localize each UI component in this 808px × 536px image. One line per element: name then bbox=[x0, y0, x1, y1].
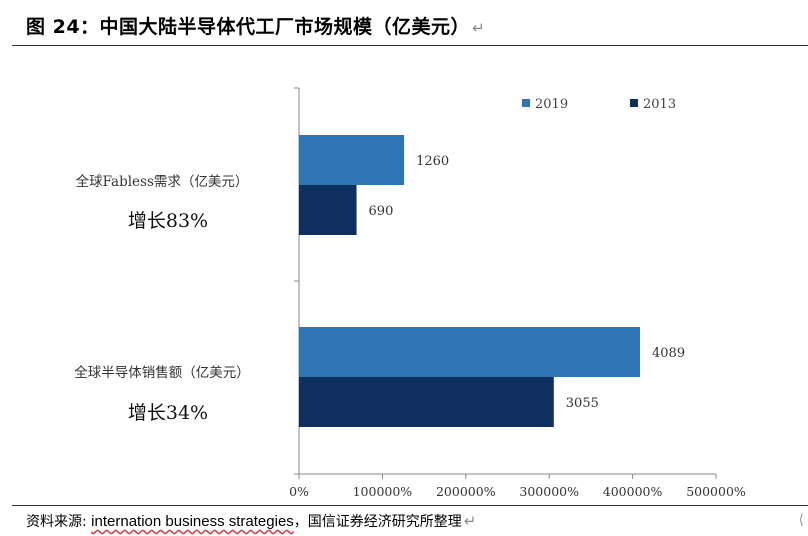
bar-2013 bbox=[299, 185, 357, 235]
data-label: 3055 bbox=[566, 396, 599, 411]
corner-glyph-icon: ⟨ bbox=[798, 512, 804, 528]
legend-label: 2013 bbox=[643, 97, 676, 112]
legend-label: 2019 bbox=[535, 97, 568, 112]
x-tick-label: 100000% bbox=[353, 484, 413, 499]
legend-swatch-2019 bbox=[522, 99, 530, 107]
bar-2019 bbox=[299, 327, 641, 377]
figure-title: 图 24：中国大陆半导体代工厂市场规模（亿美元） ↵ bbox=[26, 12, 485, 39]
source-suffix: ，国信证券经济研究所整理 bbox=[293, 514, 462, 530]
data-label: 690 bbox=[369, 204, 394, 219]
figure-title-text: 图 24：中国大陆半导体代工厂市场规模（亿美元） bbox=[26, 16, 471, 38]
bottom-divider bbox=[12, 505, 808, 506]
growth-label: 增长83% bbox=[128, 210, 208, 232]
source-note: 资料来源: internation business strategies，国信… bbox=[26, 511, 476, 531]
return-mark-icon: ↵ bbox=[472, 19, 486, 37]
x-tick-label: 400000% bbox=[603, 484, 663, 499]
x-tick-label: 0% bbox=[289, 484, 309, 499]
category-label: 全球半导体销售额（亿美元） bbox=[74, 364, 250, 381]
bar-2019 bbox=[299, 135, 405, 185]
data-label: 1260 bbox=[416, 154, 449, 169]
x-tick-label: 200000% bbox=[436, 484, 496, 499]
legend-swatch-2013 bbox=[630, 99, 638, 107]
x-tick-label: 300000% bbox=[519, 484, 579, 499]
data-label: 4089 bbox=[652, 346, 685, 361]
source-prefix: 资料来源: bbox=[26, 514, 92, 530]
bar-2013 bbox=[299, 377, 554, 427]
return-mark-icon: ↵ bbox=[463, 512, 477, 530]
source-english: internation business strategies bbox=[91, 513, 294, 530]
category-label: 全球Fabless需求（亿美元） bbox=[76, 173, 249, 190]
x-tick-label: 500000% bbox=[686, 484, 746, 499]
growth-label: 增长34% bbox=[128, 402, 208, 424]
top-divider bbox=[12, 45, 808, 46]
